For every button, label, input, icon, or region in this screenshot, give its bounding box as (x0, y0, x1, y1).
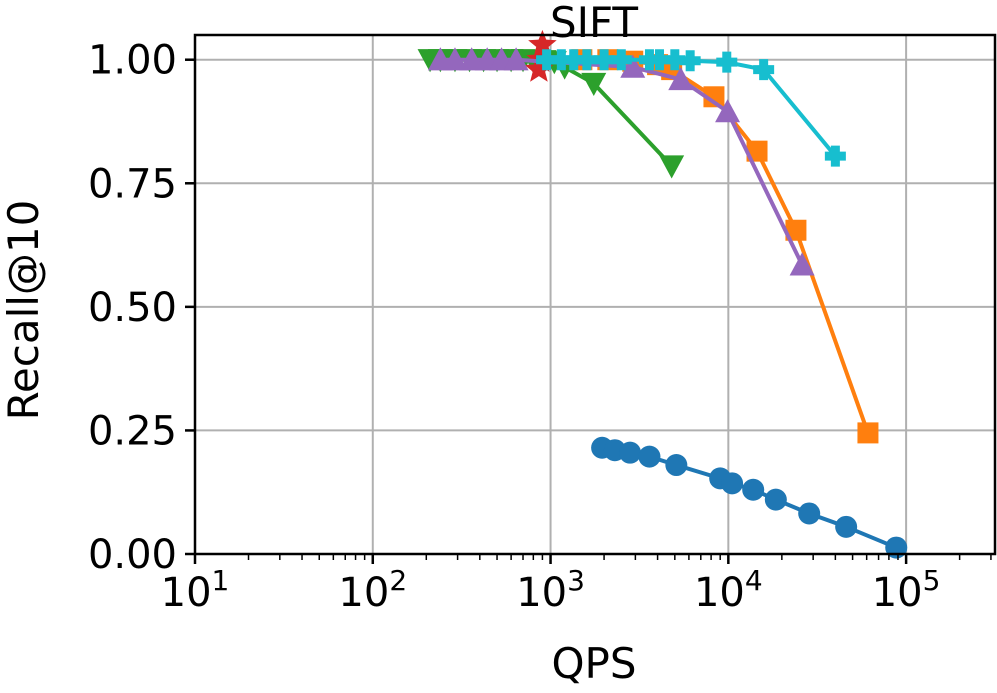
data-point (764, 488, 787, 511)
data-point (721, 472, 744, 495)
data-point (785, 219, 807, 241)
data-point (536, 49, 558, 71)
x-tick-label-2: 103 (516, 564, 585, 616)
data-point (746, 140, 768, 162)
data-point (665, 454, 688, 477)
plot-frame (193, 33, 997, 556)
data-point (610, 49, 632, 71)
data-point (668, 66, 694, 91)
data-point (664, 49, 686, 71)
series-purple-triangle-up-line (440, 57, 804, 266)
data-point (442, 47, 468, 71)
y-tick-label-0: 0.00 (88, 532, 177, 578)
data-point (659, 155, 685, 179)
ticks: 101 102 103 104 105 0.00 0.25 0.50 0.75 1.00 (88, 38, 992, 616)
grid (194, 35, 995, 555)
y-tick-label-4: 1.00 (88, 38, 177, 84)
data-point (789, 252, 815, 276)
y-axis-label: Recall@10 (0, 200, 48, 421)
x-tick-label-3: 104 (694, 564, 763, 616)
data-point (528, 29, 557, 58)
series-layer (417, 29, 908, 559)
y-tick-label-2: 0.50 (88, 285, 177, 331)
x-tick-label-0: 101 (161, 564, 230, 616)
data-point (742, 478, 765, 501)
y-tick-label-1: 0.25 (88, 408, 177, 454)
series-cyan-plus (536, 49, 846, 167)
series-purple-triangle-up (427, 47, 815, 276)
data-point (503, 47, 529, 71)
x-tick-label-1: 102 (338, 564, 407, 616)
data-point (703, 86, 725, 108)
data-point (824, 145, 846, 167)
y-tick-label-3: 0.75 (88, 161, 177, 207)
chart-title: SIFT (550, 0, 638, 47)
x-tick-label-4: 105 (872, 564, 941, 616)
data-point (550, 49, 572, 71)
data-point (648, 49, 670, 71)
data-point (524, 54, 554, 82)
data-point (835, 515, 858, 538)
data-point (593, 49, 615, 71)
data-point (620, 54, 646, 78)
data-point (753, 59, 775, 81)
data-point (563, 49, 585, 71)
x-axis-label: QPS (551, 639, 636, 688)
data-point (638, 445, 661, 468)
data-point (857, 422, 879, 444)
series-blue-circle (591, 436, 908, 559)
data-point (619, 441, 642, 464)
data-point (715, 99, 741, 123)
data-point (716, 51, 738, 73)
data-point (576, 49, 598, 71)
data-point (581, 72, 607, 96)
data-point (798, 502, 821, 525)
data-point (679, 50, 701, 72)
